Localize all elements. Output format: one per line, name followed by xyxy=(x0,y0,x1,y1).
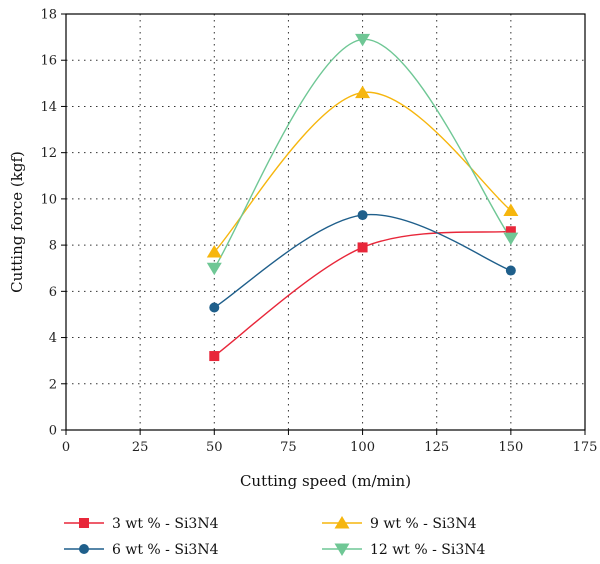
legend-label-1: 3 wt % - Si3N4 xyxy=(112,516,219,532)
x-tick-label: 25 xyxy=(132,440,149,455)
data-point-series-4 xyxy=(355,33,371,47)
y-tick-label: 0 xyxy=(49,424,57,439)
x-tick-label: 50 xyxy=(206,440,223,455)
x-tick-label: 0 xyxy=(62,440,70,455)
grid-lines xyxy=(66,14,585,430)
y-tick-label: 2 xyxy=(49,377,57,392)
x-tick-label: 75 xyxy=(280,440,297,455)
y-tick-label: 12 xyxy=(40,146,57,161)
y-tick-label: 18 xyxy=(40,8,57,23)
legend-label-4: 12 wt % - Si3N4 xyxy=(370,542,485,558)
plot-area-frame xyxy=(65,13,586,431)
data-point-series-2 xyxy=(357,210,368,221)
legend-label-2: 6 wt % - Si3N4 xyxy=(112,542,219,558)
y-tick-label: 8 xyxy=(49,239,57,254)
legend-marker-2 xyxy=(79,544,89,554)
legend: 3 wt % - Si3N4 9 wt % - Si3N4 6 wt % - Si3… xyxy=(64,516,485,558)
data-point-series-4 xyxy=(503,232,519,246)
y-tick-label: 10 xyxy=(40,192,57,207)
legend-label-3: 9 wt % - Si3N4 xyxy=(370,516,477,532)
data-point-series-2 xyxy=(505,265,516,276)
data-point-series-1 xyxy=(505,226,516,237)
data-point-series-1 xyxy=(209,351,220,362)
data-points xyxy=(206,33,519,362)
data-point-series-3 xyxy=(206,245,222,258)
data-point-series-3 xyxy=(503,203,519,216)
x-tick-label: 150 xyxy=(498,440,523,455)
y-tick-label: 14 xyxy=(40,100,57,115)
y-tick-label: 6 xyxy=(49,285,57,300)
y-tick-label: 16 xyxy=(40,54,57,69)
data-point-series-3 xyxy=(355,85,371,99)
series-line-4 xyxy=(213,38,512,269)
data-point-series-1 xyxy=(357,242,368,253)
x-tick-label: 100 xyxy=(350,440,375,455)
legend-marker-1 xyxy=(79,518,89,528)
data-point-series-2 xyxy=(209,302,220,313)
x-axis-title: Cutting speed (m/min) xyxy=(240,472,411,490)
legend-marker-4 xyxy=(334,543,350,556)
x-tick-label: 125 xyxy=(424,440,449,455)
y-axis-title: Cutting force (kgf) xyxy=(8,151,26,293)
data-point-series-4 xyxy=(206,262,222,276)
legend-marker-3 xyxy=(334,516,350,529)
y-tick-label: 4 xyxy=(49,331,57,346)
axis-ticks: 0 2 4 6 8 10 12 14 16 18 0 25 50 75 100 125 150 175 xyxy=(40,8,597,456)
x-tick-label: 175 xyxy=(573,440,598,455)
